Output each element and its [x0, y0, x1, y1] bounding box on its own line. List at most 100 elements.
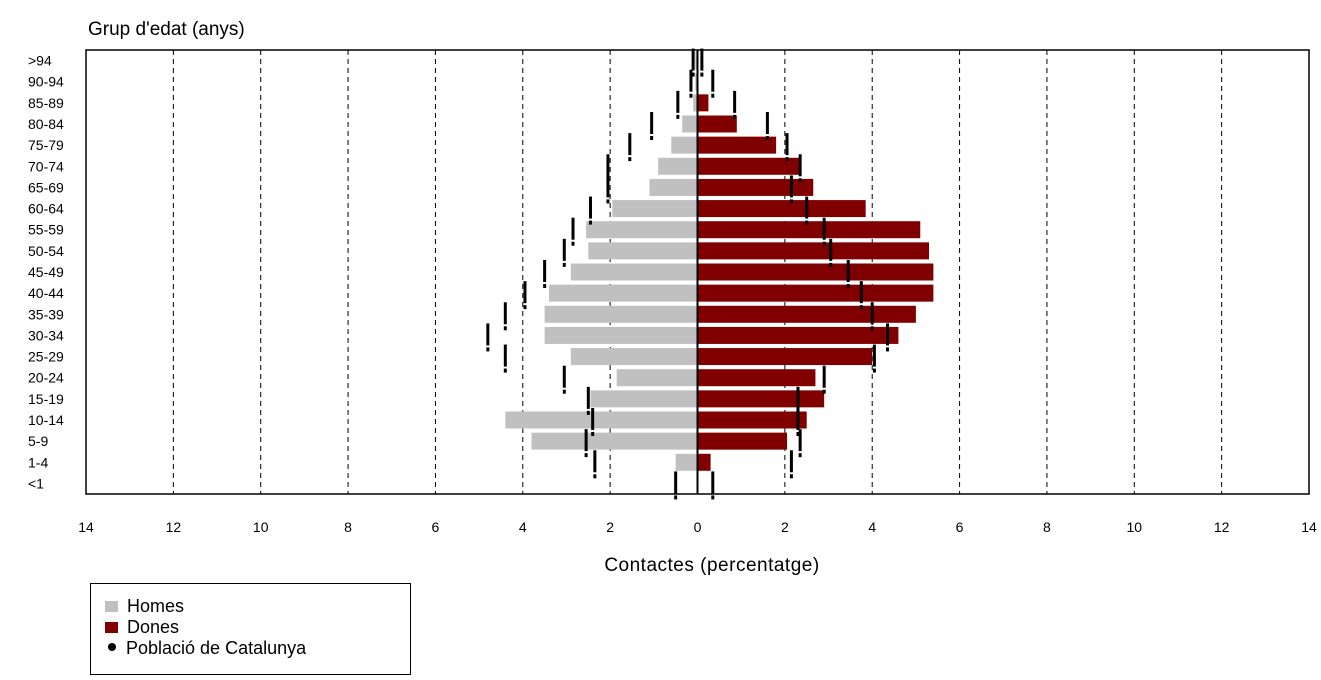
- poblacio-tick-dot: [846, 284, 850, 288]
- poblacio-tick-dot: [711, 93, 715, 98]
- bar-dones: [697, 348, 873, 366]
- bar-dones: [697, 369, 816, 387]
- x-tick-label: 4: [868, 519, 876, 535]
- y-tick-label: 45-49: [28, 264, 64, 280]
- poblacio-tick-dot: [789, 199, 793, 204]
- bar-homes: [548, 284, 698, 302]
- poblacio-tick: [805, 196, 809, 219]
- x-tick-label: 6: [432, 519, 440, 535]
- poblacio-dot-icon: [108, 643, 116, 651]
- poblacio-tick-dot: [543, 284, 547, 288]
- bar-homes: [590, 390, 698, 408]
- y-axis-labels: >94 90-94 85-89 80-84 75-79 70-74 65-69 60-64 55…: [28, 53, 64, 492]
- bar-homes: [649, 178, 698, 196]
- poblacio-tick: [591, 408, 595, 430]
- bar-dones: [697, 390, 825, 408]
- y-tick-label: 15-19: [28, 391, 64, 407]
- poblacio-tick-dot: [562, 389, 566, 394]
- poblacio-tick-dot: [805, 220, 809, 225]
- poblacio-tick: [789, 450, 793, 473]
- poblacio-tick: [711, 471, 715, 494]
- x-tick-label: 14: [1301, 519, 1317, 535]
- poblacio-tick: [846, 260, 850, 282]
- poblacio-tick-dot: [822, 241, 826, 246]
- poblacio-tick: [822, 217, 826, 240]
- dones-bars: [697, 94, 934, 471]
- bar-homes: [570, 263, 698, 281]
- poblacio-tick-dot: [798, 178, 802, 183]
- bar-homes: [586, 221, 698, 239]
- poblacio-tick-dot: [689, 93, 693, 98]
- bar-dones: [697, 178, 814, 196]
- poblacio-tick-dot: [886, 347, 890, 352]
- poblacio-tick: [584, 429, 588, 452]
- bar-homes: [570, 348, 698, 366]
- bar-dones: [697, 94, 709, 112]
- poblacio-tick: [650, 112, 654, 134]
- poblacio-tick: [486, 323, 490, 346]
- y-tick-label: 20-24: [28, 370, 64, 386]
- poblacio-tick: [586, 386, 590, 409]
- bar-dones: [697, 411, 807, 429]
- bar-dones: [697, 242, 929, 260]
- poblacio-tick: [785, 133, 789, 156]
- bar-homes: [616, 369, 698, 387]
- x-tick-label: 8: [1043, 519, 1051, 535]
- poblacio-tick: [886, 323, 890, 346]
- poblacio-tick: [689, 69, 693, 92]
- bar-dones: [697, 200, 866, 218]
- x-tick-label: 0: [694, 519, 702, 535]
- y-tick-label: 30-34: [28, 327, 64, 343]
- homes-swatch: [105, 601, 118, 612]
- poblacio-tick-dot: [586, 410, 590, 415]
- poblacio-tick-dot: [859, 305, 863, 310]
- bar-dones: [697, 326, 899, 344]
- poblacio-tick-dot: [711, 495, 715, 500]
- y-tick-label: 50-54: [28, 243, 64, 259]
- x-tick-label: 4: [519, 519, 527, 535]
- poblacio-tick-dot: [523, 305, 527, 310]
- bar-homes: [695, 52, 698, 70]
- poblacio-tick-dot: [798, 453, 802, 458]
- population-pyramid-chart: Grup d'edat (anys) >94 90-94 85-89 80-84 75-…: [28, 19, 1317, 576]
- bar-dones: [697, 263, 934, 281]
- y-tick-label: <1: [28, 475, 44, 491]
- poblacio-tick: [543, 260, 547, 282]
- poblacio-tick-dot: [628, 157, 632, 162]
- poblacio-tick-dot: [584, 453, 588, 458]
- poblacio-tick-dot: [691, 72, 695, 77]
- y-tick-label: 80-84: [28, 116, 64, 132]
- x-tick-label: 12: [166, 519, 182, 535]
- poblacio-tick: [765, 112, 769, 134]
- y-tick-label: 40-44: [28, 285, 64, 301]
- bar-homes: [675, 453, 698, 471]
- y-tick-label: 90-94: [28, 74, 64, 90]
- y-tick-label: 35-39: [28, 306, 64, 322]
- x-axis-tick-labels: 14 12 10 8 6 4 2 0 2 4 6 8 10 12 14: [78, 519, 1317, 535]
- poblacio-tick: [676, 90, 680, 113]
- bar-dones: [697, 453, 711, 471]
- bar-homes: [544, 326, 698, 344]
- bar-homes: [695, 73, 698, 91]
- poblacio-tick-dot: [486, 347, 490, 352]
- legend-item-poblacio: Població de Catalunya: [105, 638, 306, 658]
- poblacio-tick-dot: [503, 326, 507, 331]
- poblacio-tick-dot: [765, 136, 769, 140]
- poblacio-tick: [870, 302, 874, 325]
- poblacio-tick-dot: [591, 432, 595, 436]
- poblacio-tick-dot: [674, 495, 678, 500]
- bar-homes: [612, 200, 698, 218]
- legend-item-dones: Dones: [105, 617, 179, 637]
- poblacio-tick-dot: [872, 368, 876, 373]
- poblacio-tick: [829, 238, 833, 261]
- bar-dones: [697, 284, 934, 302]
- bar-dones: [697, 136, 777, 154]
- legend-item-homes: Homes: [105, 596, 184, 616]
- poblacio-tick-dot: [562, 262, 566, 267]
- y-tick-label: 5-9: [28, 433, 48, 449]
- legend-label-dones: Dones: [127, 617, 180, 637]
- y-tick-label: 85-89: [28, 95, 64, 111]
- x-tick-label: 14: [78, 519, 94, 535]
- x-tick-label: 10: [253, 519, 269, 535]
- plot-frame: [85, 49, 1310, 495]
